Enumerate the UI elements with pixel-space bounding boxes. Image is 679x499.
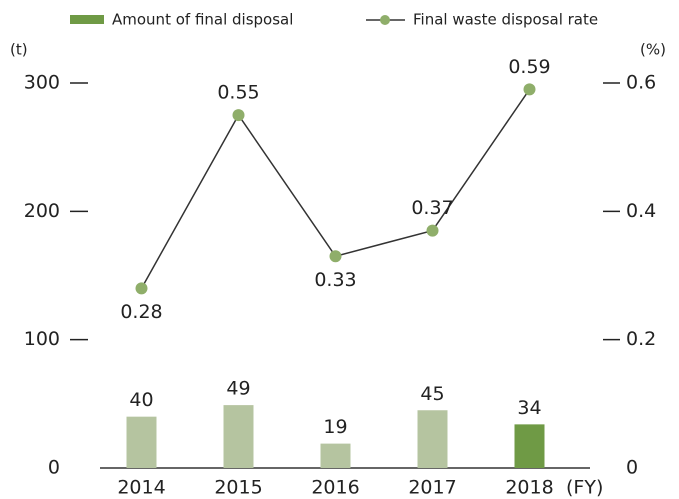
x-tick-label: 2015 [214,477,262,499]
bar-value-label: 19 [323,416,347,438]
bar [223,405,254,468]
x-tick-label: 2016 [311,477,359,499]
line-value-label: 0.55 [217,82,259,104]
line-value-label: 0.59 [508,56,550,78]
y-tick-label: 200 [24,200,60,222]
x-tick-label: 2017 [408,477,456,499]
line-value-label: 0.28 [120,301,162,323]
bar-value-label: 49 [226,378,250,400]
bar [126,416,157,468]
legend-bar-swatch [70,15,104,24]
y2-tick-label: 0.2 [626,328,656,350]
line-marker [523,83,536,96]
y2-tick-label: 0.4 [626,200,656,222]
line-marker [426,224,439,237]
legend-label: Amount of final disposal [112,11,293,29]
line-marker [135,282,148,295]
legend-label: Final waste disposal rate [413,11,598,29]
bar [417,410,448,468]
bar-value-label: 40 [129,389,153,411]
y-tick-label: 0 [48,457,60,479]
x-unit: (FY) [566,477,603,499]
y2-unit: (%) [640,41,666,59]
legend-line-marker [380,15,390,25]
y-tick-label: 300 [24,72,60,94]
bar [514,424,545,468]
line-value-label: 0.33 [314,269,356,291]
y2-tick-label: 0 [626,457,638,479]
bar [320,443,351,468]
line-value-label: 0.37 [411,197,453,219]
x-tick-label: 2018 [505,477,553,499]
y2-tick-label: 0.6 [626,72,656,94]
y-tick-label: 100 [24,328,60,350]
line-marker [329,250,342,263]
line-marker [232,109,245,122]
bar-value-label: 45 [420,383,444,405]
y-unit: (t) [10,41,28,59]
bar-value-label: 34 [517,397,541,419]
x-tick-label: 2014 [117,477,165,499]
